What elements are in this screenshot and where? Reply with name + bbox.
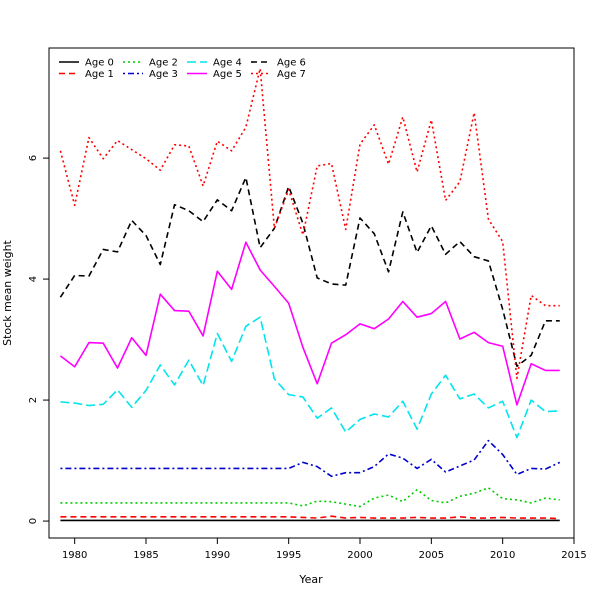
series-line-3 bbox=[60, 439, 561, 478]
x-tick-label-1: 1985 bbox=[133, 550, 158, 561]
x-tick-label-0: 1980 bbox=[62, 550, 87, 561]
legend-label-1: Age 1 bbox=[85, 69, 114, 80]
series-line-1 bbox=[60, 515, 560, 520]
x-tick-label-5: 2005 bbox=[419, 550, 444, 561]
y-tick-label-3: 6 bbox=[28, 155, 39, 161]
legend-label-4: Age 4 bbox=[213, 58, 242, 69]
x-axis-label: Year bbox=[298, 573, 323, 586]
legend-label-6: Age 6 bbox=[277, 58, 306, 69]
y-axis: 0 2 4 6 bbox=[28, 155, 49, 524]
x-axis: 1980 1985 1990 1995 2000 2005 2010 2015 bbox=[62, 538, 587, 561]
x-tick-label-6: 2010 bbox=[490, 550, 515, 561]
y-tick-label-0: 0 bbox=[28, 518, 39, 524]
series-line-7 bbox=[59, 67, 560, 380]
legend-label-0: Age 0 bbox=[85, 58, 114, 69]
plot-frame bbox=[48, 47, 575, 539]
legend-label-5: Age 5 bbox=[213, 69, 242, 80]
series-line-4 bbox=[60, 316, 560, 439]
x-tick-label-7: 2015 bbox=[561, 550, 586, 561]
y-tick-label-2: 4 bbox=[28, 276, 39, 282]
series-line-2 bbox=[60, 486, 560, 508]
legend-label-3: Age 3 bbox=[149, 69, 178, 80]
x-tick-label-3: 1995 bbox=[276, 550, 301, 561]
legend-label-7: Age 7 bbox=[277, 69, 306, 80]
y-axis-label: Stock mean weight bbox=[1, 239, 14, 345]
legend-label-2: Age 2 bbox=[149, 58, 178, 69]
series-layer bbox=[59, 67, 561, 522]
x-tick-label-4: 2000 bbox=[347, 550, 372, 561]
x-tick-label-2: 1990 bbox=[205, 550, 230, 561]
series-line-5 bbox=[59, 241, 560, 406]
series-line-6 bbox=[59, 176, 560, 368]
y-tick-label-1: 2 bbox=[28, 397, 39, 403]
